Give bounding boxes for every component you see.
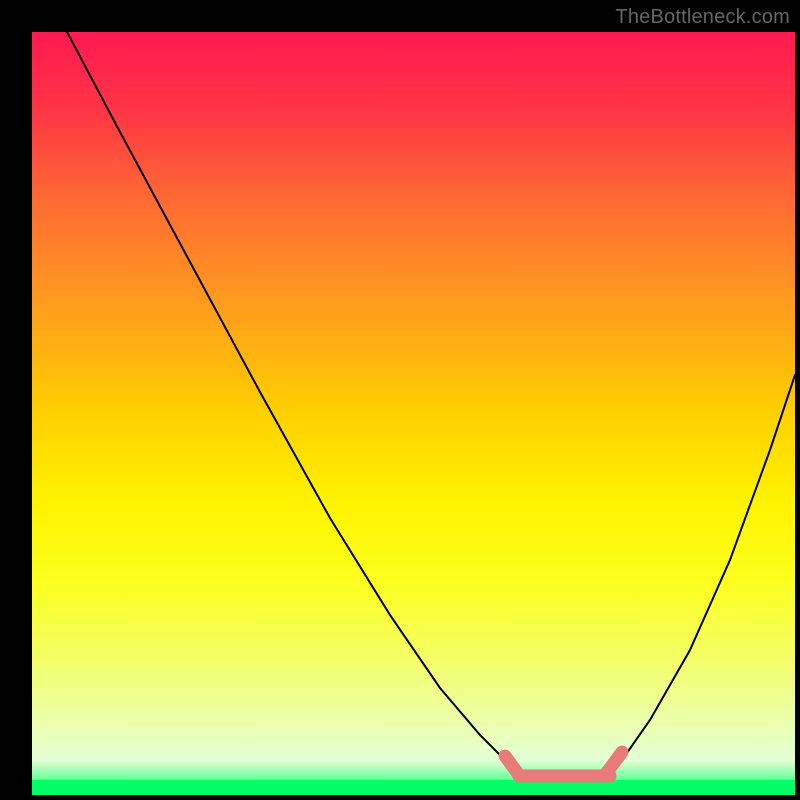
plot-area <box>32 32 795 795</box>
chart-stage: TheBottleneck.com <box>0 0 800 800</box>
watermark-text: TheBottleneck.com <box>615 6 790 29</box>
bottleneck-chart <box>0 0 800 800</box>
green-band <box>32 780 795 795</box>
